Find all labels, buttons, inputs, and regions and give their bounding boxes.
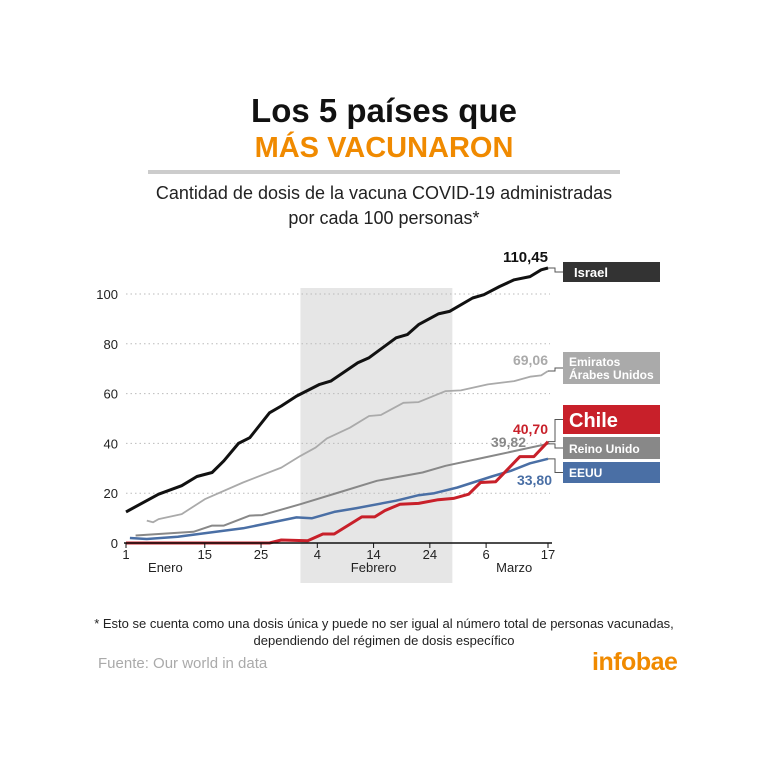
legend-box-israel	[563, 262, 660, 282]
month-label: Febrero	[351, 560, 397, 575]
y-tick-label: 60	[104, 387, 118, 402]
february-highlight	[300, 288, 453, 583]
title-divider	[148, 170, 620, 174]
connector-chile	[548, 419, 563, 443]
y-tick-label: 0	[111, 536, 118, 551]
x-tick-label: 17	[541, 547, 555, 562]
x-tick-label: 4	[314, 547, 321, 562]
x-tick-label: 25	[254, 547, 268, 562]
connector-uae	[548, 367, 563, 372]
title-line1: Los 5 países que	[251, 92, 517, 129]
footnote: * Esto se cuenta como una dosis única y …	[0, 615, 768, 649]
legend-label-uae: Árabes Unidos	[569, 367, 654, 382]
subtitle-line2: por cada 100 personas*	[288, 208, 480, 228]
final-value-chile: 40,70	[513, 421, 548, 437]
legend-box-uk	[563, 437, 660, 459]
connector-us	[548, 458, 563, 473]
footnote-line2: dependiendo del régimen de dosis específ…	[253, 633, 515, 648]
footnote-line1: * Esto se cuenta como una dosis única y …	[94, 616, 674, 631]
series-line-chile	[126, 440, 550, 545]
connector-israel	[548, 267, 563, 273]
final-value-us: 33,80	[517, 472, 552, 488]
subtitle-line1: Cantidad de dosis de la vacuna COVID-19 …	[155, 183, 613, 203]
series-line-israel	[125, 266, 549, 514]
y-tick-label: 40	[104, 436, 118, 451]
x-tick-label: 14	[366, 547, 380, 562]
x-tick-label: 6	[482, 547, 489, 562]
x-tick-label: 1	[122, 547, 129, 562]
legend-box-chile	[563, 405, 660, 434]
infobae-logo: infobae	[592, 648, 678, 676]
legend-label-uae: Emiratos	[569, 355, 621, 369]
x-tick-label: 15	[198, 547, 212, 562]
connector-uk	[548, 443, 563, 449]
x-tick-label: 24	[423, 547, 437, 562]
final-value-uk: 39,82	[491, 434, 526, 450]
y-tick-label: 100	[96, 287, 118, 302]
y-tick-label: 20	[104, 486, 118, 501]
series-line-uae	[146, 370, 549, 524]
subtitle: Cantidad de dosis de la vacuna COVID-19 …	[0, 181, 768, 231]
legend-box-us	[563, 462, 660, 483]
source: Fuente: Our world in data	[98, 655, 268, 672]
title-line2: MÁS VACUNARON	[254, 132, 514, 164]
series-line-uk	[135, 442, 549, 537]
legend-label-chile: Chile	[569, 410, 618, 432]
legend-box-uae	[563, 352, 660, 384]
final-value-israel: 110,45	[503, 249, 548, 266]
legend-label-uk: Reino Unido	[569, 442, 640, 456]
month-label: Marzo	[496, 560, 532, 575]
month-label: Enero	[148, 560, 183, 575]
y-tick-label: 80	[104, 337, 118, 352]
legend-label-us: EEUU	[569, 466, 602, 480]
legend-label-israel: Israel	[574, 265, 608, 280]
series-line-us	[129, 457, 549, 541]
final-value-uae: 69,06	[513, 352, 548, 368]
